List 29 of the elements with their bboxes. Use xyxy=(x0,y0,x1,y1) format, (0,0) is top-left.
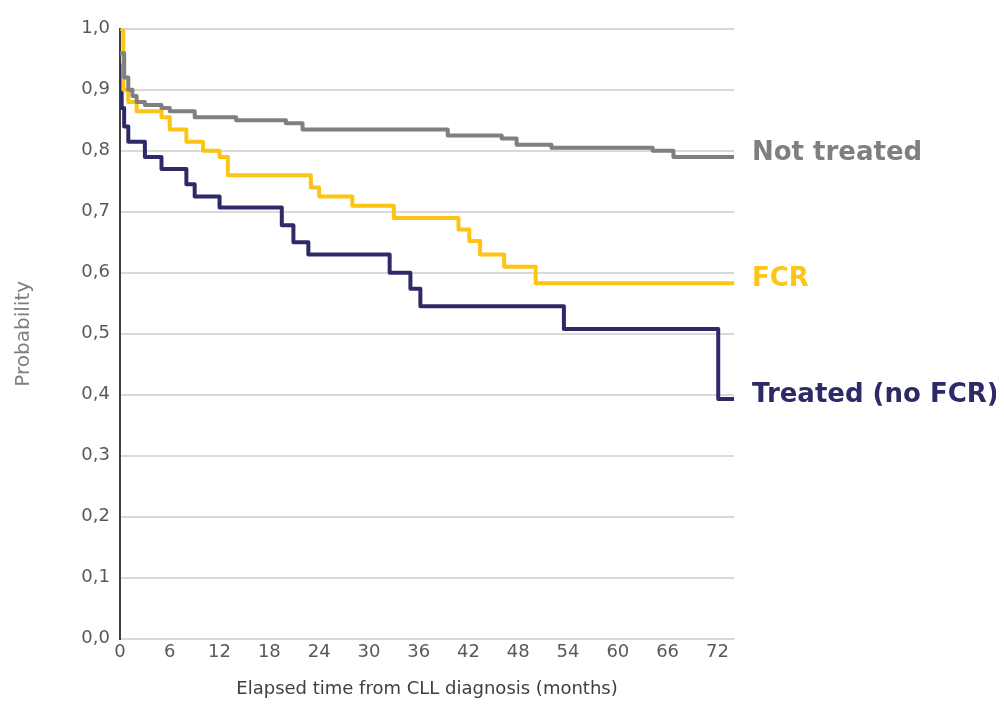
y-tick-label: 0,5 xyxy=(81,321,110,343)
x-tick-label: 0 xyxy=(114,640,126,662)
x-tick-label: 66 xyxy=(656,640,680,662)
x-tick-label: 48 xyxy=(506,640,530,662)
x-tick-label: 72 xyxy=(705,640,729,662)
x-tick-label: 6 xyxy=(164,640,176,662)
series-label: Not treated xyxy=(752,135,923,166)
x-tick-label: 54 xyxy=(556,640,580,662)
y-tick-label: 0,7 xyxy=(81,199,110,221)
series-label: FCR xyxy=(752,261,809,292)
y-tick-label: 0,6 xyxy=(81,260,110,282)
x-tick-label: 60 xyxy=(606,640,630,662)
x-tick-label: 36 xyxy=(407,640,431,662)
series-label: Treated (no FCR) xyxy=(752,377,999,408)
y-tick-label: 1,0 xyxy=(81,16,110,38)
x-tick-label: 30 xyxy=(357,640,381,662)
x-axis-title: Elapsed time from CLL diagnosis (months) xyxy=(236,676,618,698)
y-tick-label: 0,2 xyxy=(81,504,110,526)
y-tick-label: 0,8 xyxy=(81,138,110,160)
x-tick-label: 12 xyxy=(208,640,232,662)
x-tick-label: 18 xyxy=(257,640,281,662)
x-tick-label: 42 xyxy=(457,640,480,662)
y-tick-label: 0,4 xyxy=(81,382,110,404)
y-tick-label: 0,0 xyxy=(81,626,110,648)
x-tick-label: 24 xyxy=(307,640,331,662)
y-tick-label: 0,1 xyxy=(81,565,110,587)
y-tick-label: 0,3 xyxy=(81,443,110,465)
y-axis-title: Probability xyxy=(10,280,35,387)
y-tick-label: 0,9 xyxy=(81,77,110,99)
